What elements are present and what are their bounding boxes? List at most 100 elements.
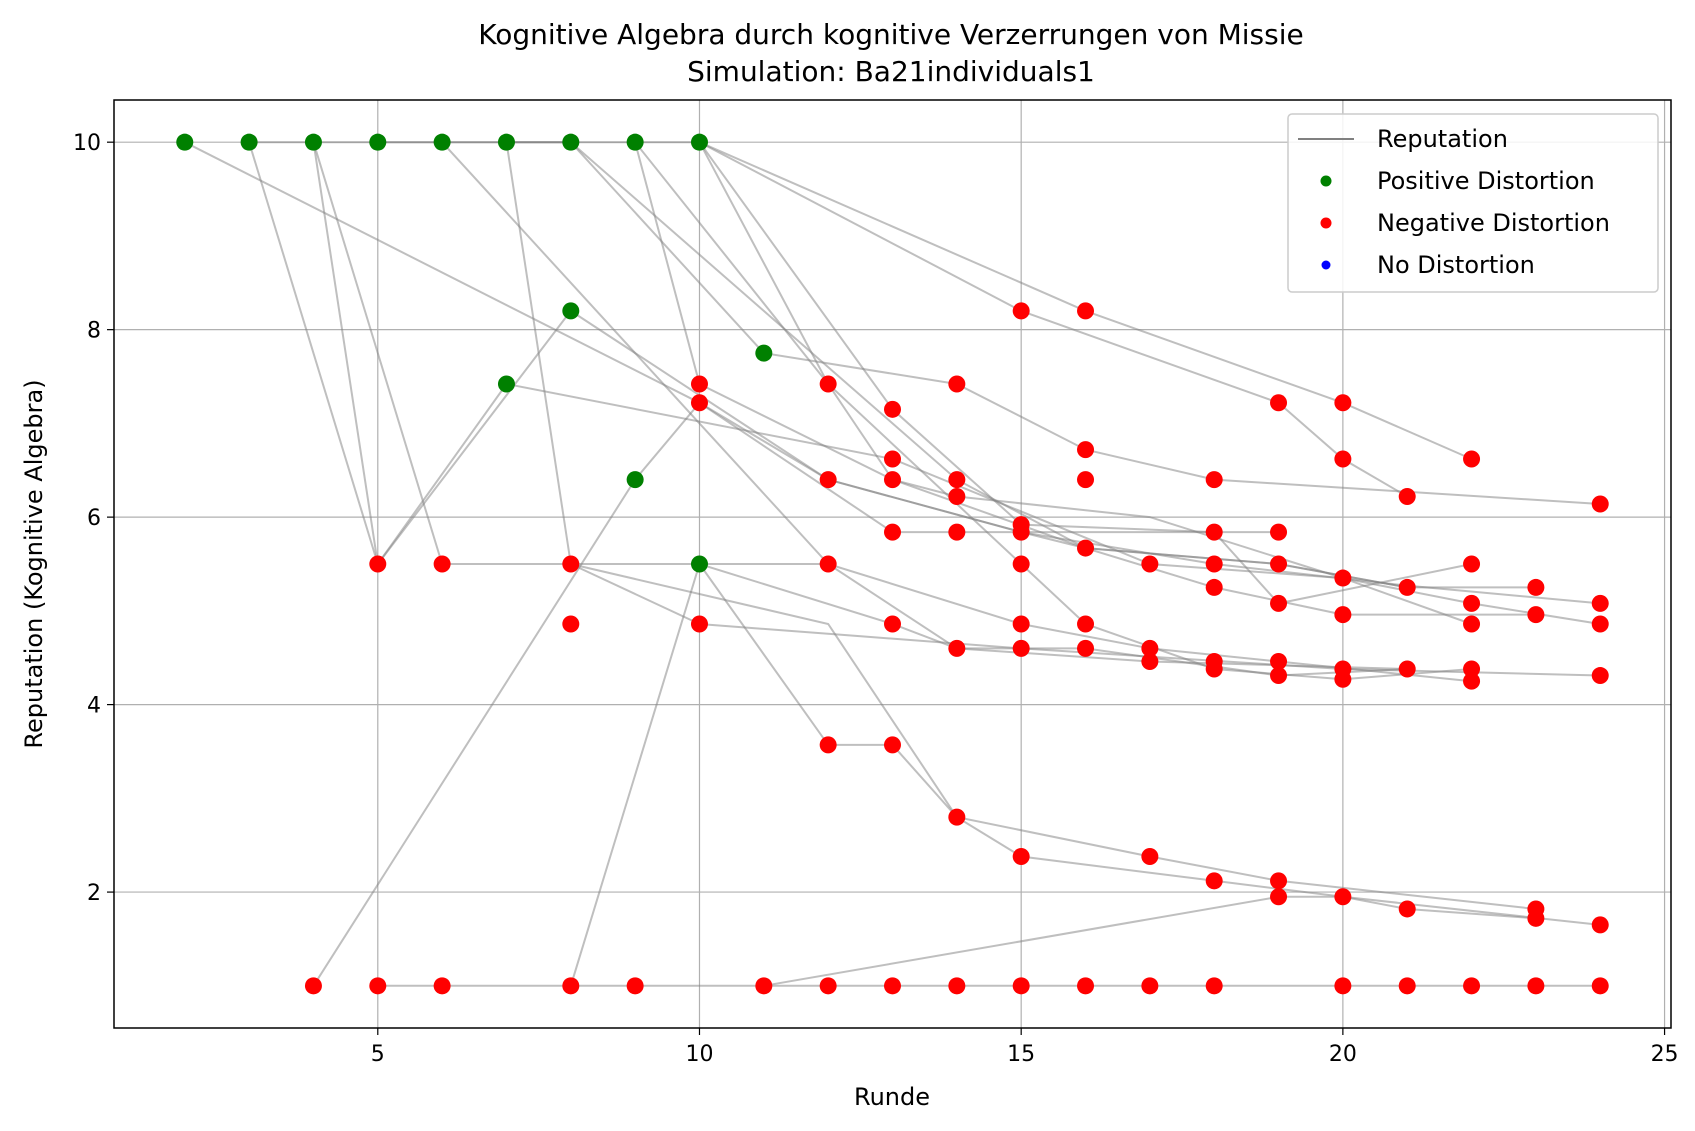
negative-point [369, 555, 387, 573]
negative-point [1591, 916, 1609, 934]
negative-point [948, 639, 966, 657]
negative-point [1141, 652, 1159, 670]
negative-point [1270, 394, 1288, 412]
negative-point [1205, 523, 1223, 541]
negative-point [1141, 639, 1159, 657]
negative-point [1077, 539, 1095, 557]
negative-point [1141, 847, 1159, 865]
negative-point [1398, 900, 1416, 918]
distortion-points [176, 133, 1609, 995]
negative-point [884, 977, 901, 995]
reputation-line [634, 141, 1601, 625]
negative-point [1591, 667, 1609, 685]
negative-point [884, 400, 901, 418]
negative-point [1591, 977, 1609, 995]
negative-point [1527, 977, 1545, 995]
positive-point [562, 302, 580, 320]
negative-point [690, 394, 708, 412]
negative-point [690, 375, 708, 393]
y-tick-label: 4 [87, 694, 101, 719]
negative-point [1077, 441, 1095, 459]
negative-point [884, 450, 901, 468]
negative-point [626, 977, 644, 995]
legend-positive-swatch [1320, 175, 1332, 187]
negative-point [562, 555, 580, 573]
positive-point [755, 344, 773, 362]
negative-point [304, 977, 322, 995]
x-axis-ticks: 5 10 15 20 25 [371, 1028, 1679, 1067]
negative-point [948, 808, 966, 826]
negative-point [884, 523, 901, 541]
y-tick-label: 6 [87, 506, 101, 531]
positive-point [690, 133, 708, 151]
negative-point [562, 615, 580, 633]
legend-box [1287, 113, 1659, 293]
negative-point [948, 488, 966, 506]
negative-point [1463, 672, 1481, 690]
negative-point [1527, 578, 1545, 596]
legend-none-swatch [1321, 260, 1331, 270]
negative-point [1077, 615, 1095, 633]
positive-point [562, 133, 580, 151]
negative-point [1334, 670, 1352, 688]
negative-point [1077, 302, 1095, 320]
reputation-line [312, 141, 1472, 683]
negative-point [1270, 594, 1288, 612]
negative-point [1270, 523, 1288, 541]
negative-point [1591, 495, 1609, 513]
negative-point [948, 375, 966, 393]
positive-point [497, 133, 515, 151]
reputation-line [698, 141, 1472, 605]
reputation-line [249, 141, 1536, 589]
x-axis-label: Runde [854, 1083, 930, 1111]
negative-point [1077, 639, 1095, 657]
negative-point [819, 375, 837, 393]
negative-point [1398, 578, 1416, 596]
x-tick-label: 15 [1007, 1042, 1035, 1067]
negative-point [690, 615, 708, 633]
x-tick-label: 25 [1651, 1042, 1679, 1067]
positive-point [176, 133, 194, 151]
negative-point [1270, 872, 1288, 890]
negative-point [1270, 888, 1288, 906]
negative-point [884, 615, 901, 633]
positive-point [626, 471, 644, 489]
negative-point [1463, 977, 1481, 995]
negative-point [1270, 652, 1288, 670]
negative-point [884, 471, 901, 489]
negative-point [1077, 977, 1095, 995]
negative-point [1334, 569, 1352, 587]
y-axis-label: Reputation (Kognitive Algebra) [20, 379, 48, 748]
negative-point [819, 471, 837, 489]
negative-point [1527, 909, 1545, 927]
x-tick-label: 20 [1329, 1042, 1357, 1067]
negative-point [433, 555, 451, 573]
negative-point [1463, 555, 1481, 573]
chart-subtitle: Simulation: Ba21individuals1 [687, 55, 1095, 88]
negative-point [1463, 594, 1481, 612]
positive-point [497, 375, 515, 393]
negative-point [1398, 488, 1416, 506]
negative-point [819, 555, 837, 573]
positive-point [626, 133, 644, 151]
negative-point [1463, 660, 1481, 678]
positive-point [240, 133, 258, 151]
negative-point [1012, 302, 1030, 320]
negative-point [948, 523, 966, 541]
negative-point [1334, 450, 1352, 468]
legend-negative-swatch [1320, 217, 1332, 229]
negative-point [1591, 615, 1609, 633]
negative-point [562, 977, 580, 995]
negative-point [1012, 977, 1030, 995]
legend-label-negative: Negative Distortion [1377, 209, 1610, 237]
negative-point [433, 977, 451, 995]
y-tick-label: 10 [73, 131, 101, 156]
negative-point [1398, 660, 1416, 678]
reputation-line [699, 141, 1472, 460]
negative-point [948, 471, 966, 489]
negative-point [819, 736, 837, 754]
negative-point [1012, 847, 1030, 865]
legend-label-none: No Distortion [1377, 251, 1535, 279]
negative-point [1012, 639, 1030, 657]
negative-point [1205, 977, 1223, 995]
